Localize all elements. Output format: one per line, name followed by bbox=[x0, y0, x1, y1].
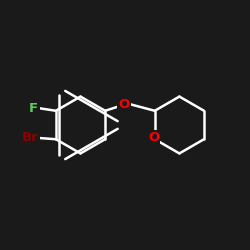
Text: F: F bbox=[29, 102, 38, 115]
Text: Br: Br bbox=[22, 132, 38, 144]
Text: O: O bbox=[148, 132, 159, 144]
Text: O: O bbox=[118, 98, 129, 111]
